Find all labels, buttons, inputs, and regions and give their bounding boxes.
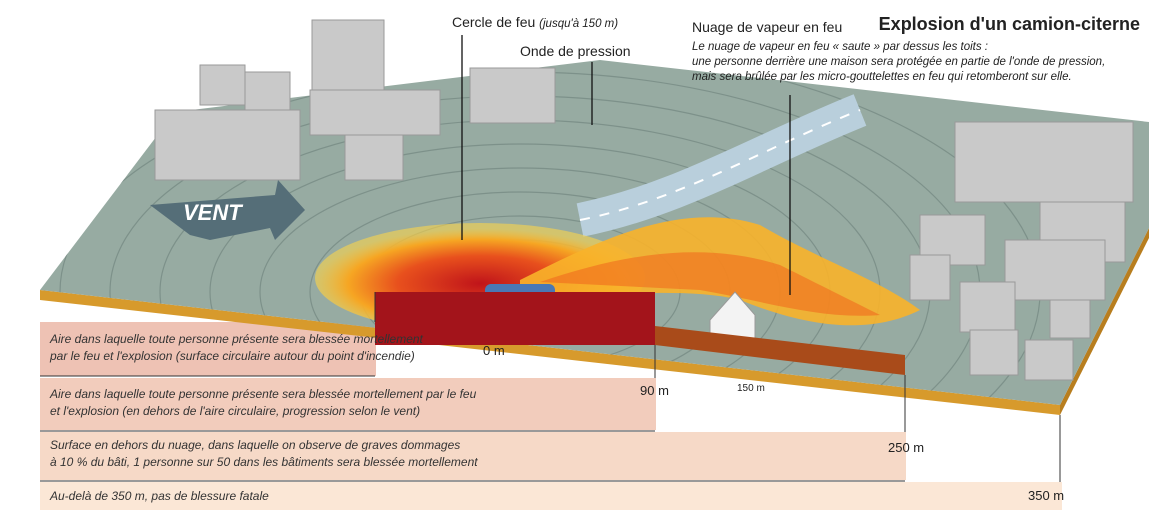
zone-text: par le feu et l'explosion (surface circu… — [49, 349, 415, 363]
zone-text: et l'explosion (en dehors de l'aire circ… — [50, 404, 420, 418]
zone-text: Aire dans laquelle toute personne présen… — [49, 387, 477, 401]
note: (jusqu'à 150 m) — [539, 18, 618, 30]
vapour-cloud-label: Nuage de vapeur en feu — [692, 19, 842, 35]
pressure-wave-label: Onde de pression — [520, 43, 631, 59]
label: Cercle de feu — [452, 14, 535, 30]
distance: 150 m — [737, 383, 765, 394]
distance: 350 m — [1028, 488, 1064, 503]
zone-text: Au-delà de 350 m, pas de blessure fatale — [49, 489, 269, 503]
distance: 250 m — [888, 440, 924, 455]
note-line: une personne derrière une maison sera pr… — [692, 56, 1105, 68]
diagram: VENT Cercle de feu (jusqu'à 150 m) Onde … — [0, 0, 1149, 513]
distance: 90 m — [640, 383, 669, 398]
zone-text: Aire dans laquelle toute personne présen… — [49, 332, 424, 346]
note-line: Le nuage de vapeur en feu « saute » par … — [692, 41, 988, 53]
zone-text: Surface en dehors du nuage, dans laquell… — [50, 438, 460, 452]
note-line: mais sera brûlée par les micro-gouttelet… — [692, 71, 1072, 83]
zone-text: à 10 % du bâti, 1 personne sur 50 dans l… — [50, 455, 478, 469]
distance: 0 m — [483, 343, 505, 358]
vapour-cloud-note: Le nuage de vapeur en feu « saute » par … — [692, 41, 1105, 83]
wind-label: VENT — [183, 200, 243, 225]
title: Explosion d'un camion-citerne — [879, 14, 1140, 34]
fire-circle-label: Cercle de feu (jusqu'à 150 m) — [452, 14, 618, 30]
